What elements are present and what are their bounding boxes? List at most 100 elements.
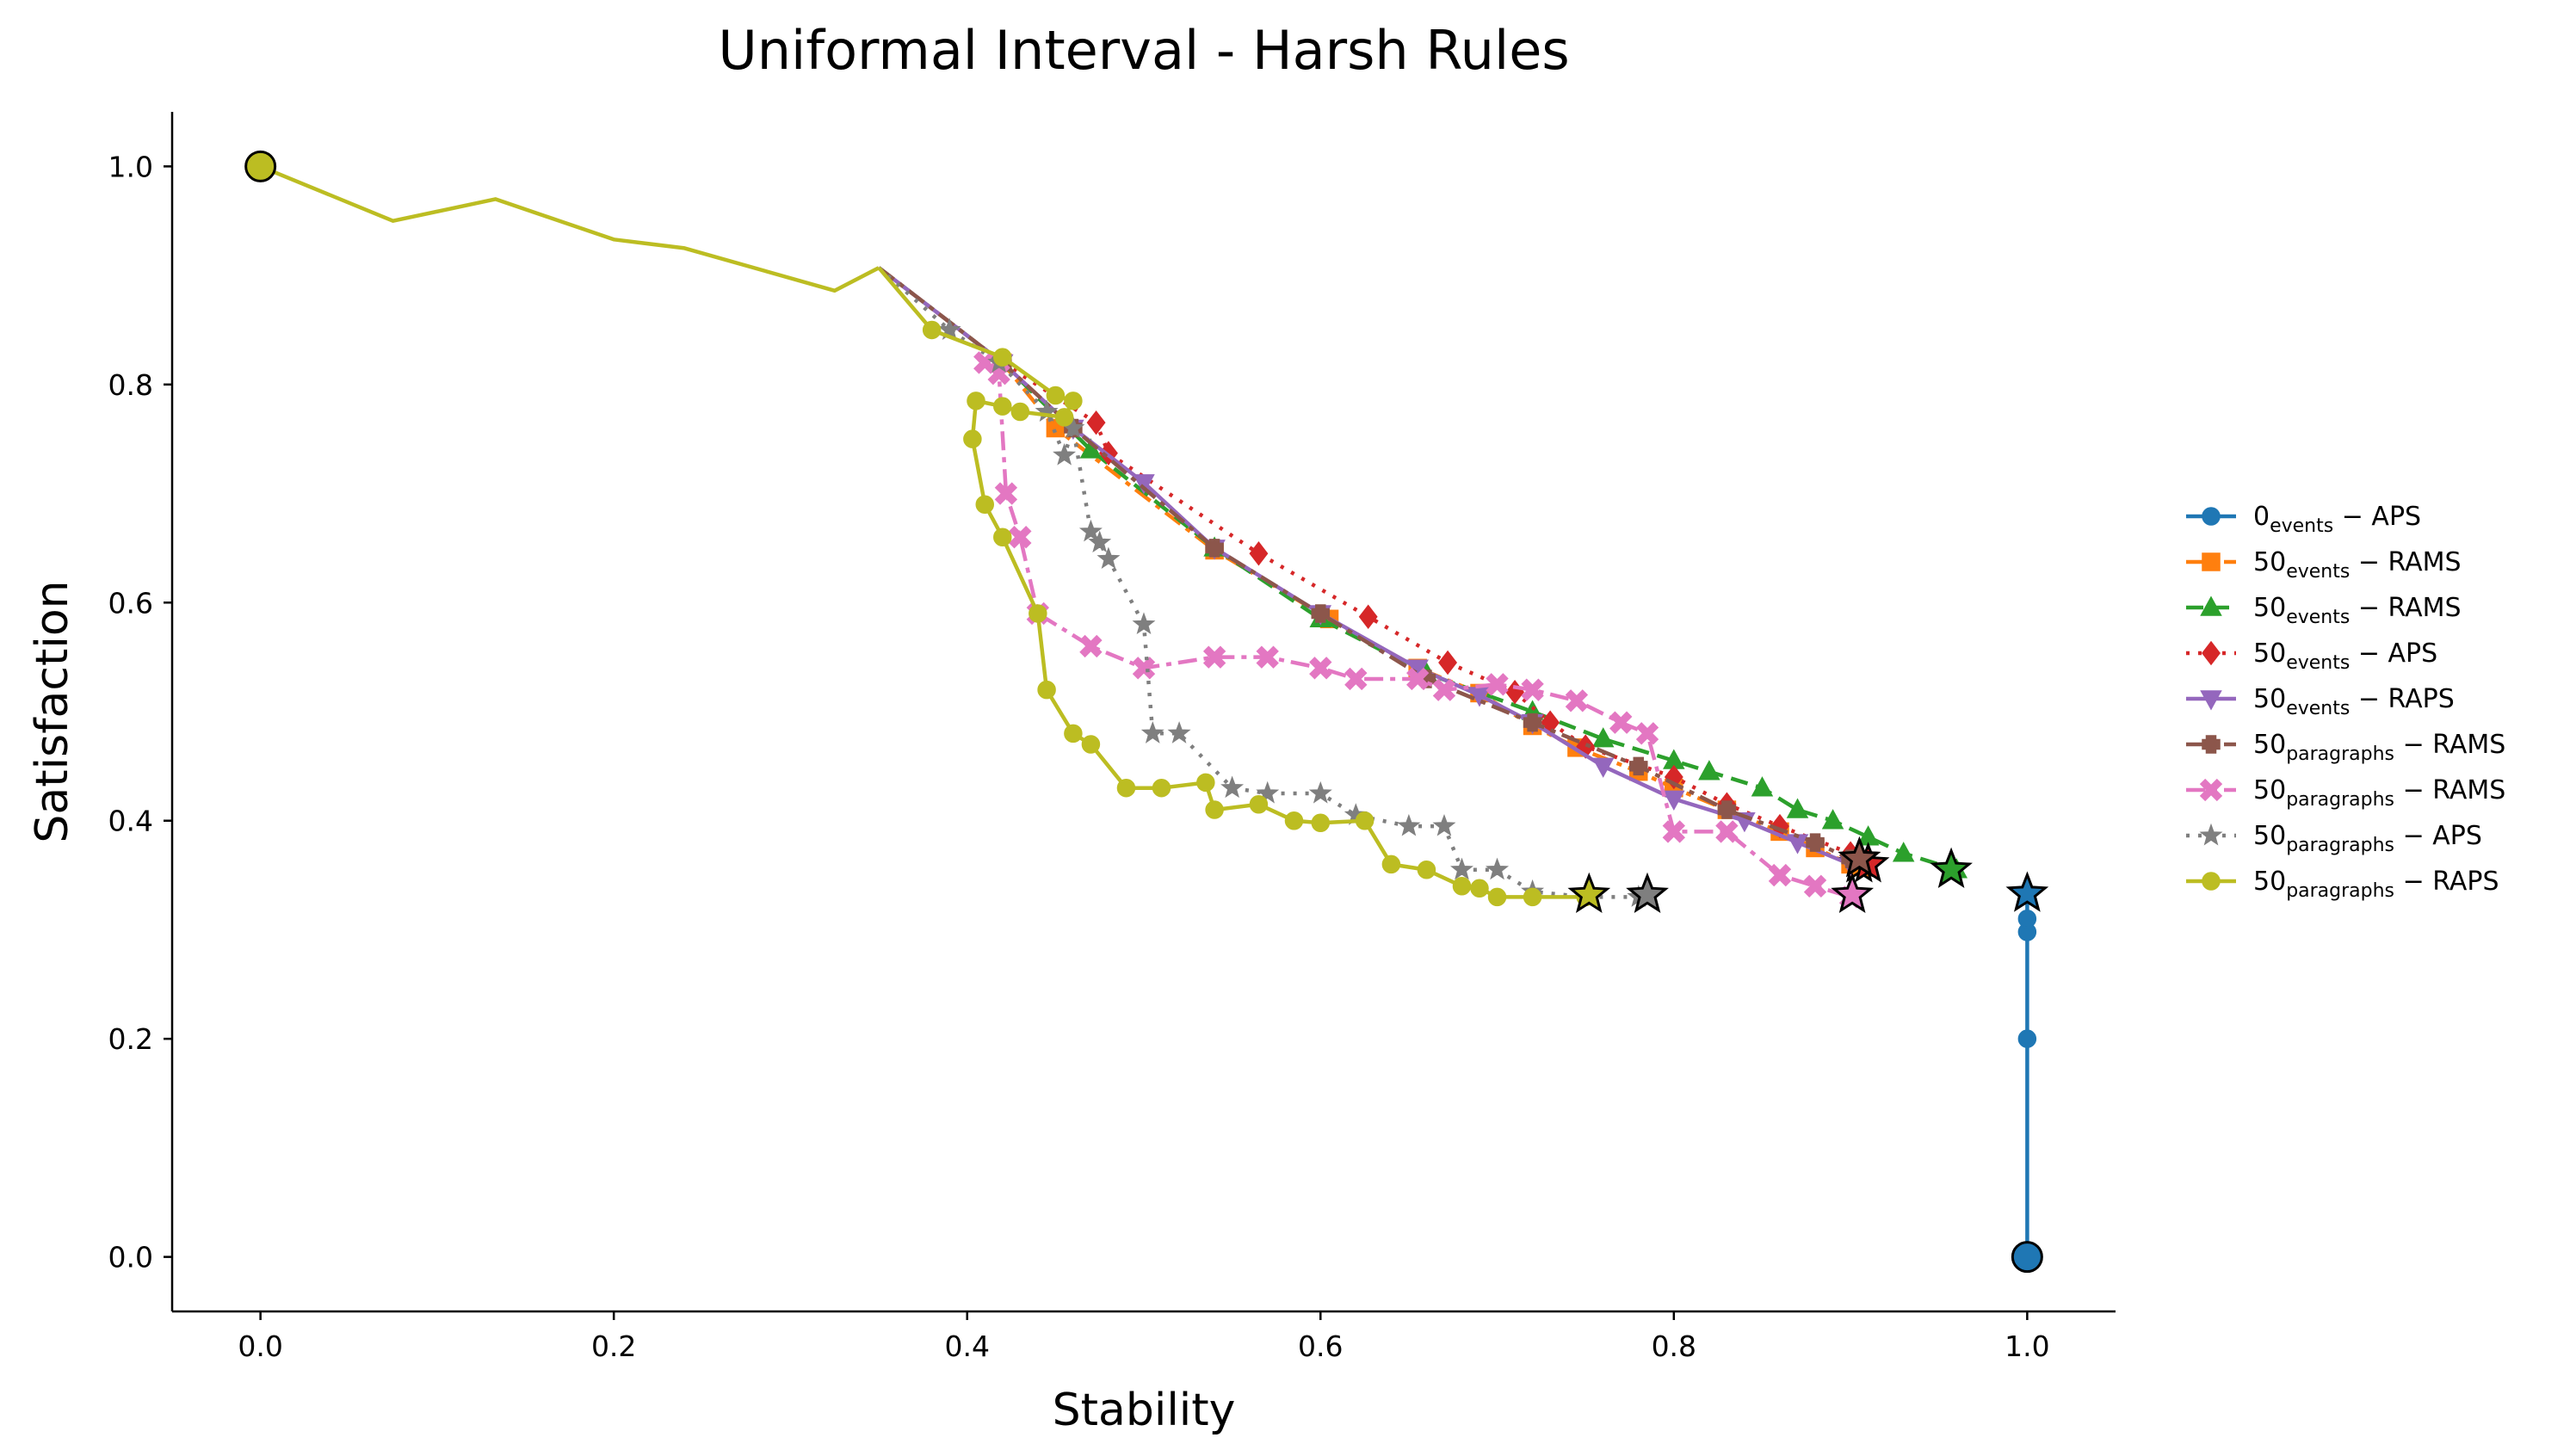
x-ticks: 0.0 0.2 0.4 0.6 0.8 1.0 [238, 1311, 2050, 1363]
x-tick-label: 0.6 [1298, 1330, 1343, 1363]
data-point [1486, 857, 1510, 880]
data-point [1717, 800, 1737, 819]
data-point [1768, 863, 1792, 887]
legend-label: 50events − RAPS [2253, 684, 2455, 719]
data-point [963, 429, 982, 448]
end-star-marker [1567, 872, 1611, 914]
data-point [1009, 526, 1032, 549]
y-tick-label: 0.2 [108, 1022, 153, 1056]
data-point [1609, 711, 1633, 734]
x-tick-label: 0.0 [238, 1330, 282, 1363]
data-point [1438, 650, 1458, 676]
series-line [877, 266, 1957, 872]
axes: 0.0 0.2 0.4 0.6 0.8 1.0 0.0 0.2 0.4 0.6 0.8 1.0 [108, 112, 2116, 1363]
legend-label: 50paragraphs − APS [2253, 821, 2482, 856]
data-point [975, 495, 995, 514]
legend-label: 50paragraphs − RAMS [2253, 730, 2505, 765]
data-point [1698, 760, 1720, 780]
data-point [1806, 833, 1825, 852]
end-star-marker [1930, 847, 1973, 888]
legend-item: 50paragraphs − RAMS [2186, 730, 2505, 765]
legend-label: 0events − APS [2253, 502, 2421, 537]
data-point [1096, 546, 1121, 570]
data-point [1405, 667, 1430, 691]
data-point [1505, 679, 1525, 705]
series-line [877, 266, 1639, 899]
legend-marker [2202, 507, 2221, 526]
end-star-marker [1838, 836, 1881, 878]
data-point [1311, 604, 1331, 623]
legend-label: 50events − RAMS [2253, 547, 2462, 583]
data-point [1249, 541, 1269, 566]
x-tick-label: 0.8 [1652, 1330, 1696, 1363]
legend-item: 50events − RAMS [2186, 547, 2462, 583]
y-tick-label: 0.4 [108, 805, 153, 838]
y-ticks: 0.0 0.2 0.4 0.6 0.8 1.0 [108, 150, 172, 1274]
data-point [937, 318, 961, 340]
legend-marker [2202, 640, 2221, 666]
legend-item: 50events − RAPS [2186, 684, 2455, 719]
legend-marker [2200, 690, 2222, 711]
data-point [1635, 722, 1659, 745]
start-circle-marker [244, 150, 277, 182]
data-point [1565, 689, 1589, 713]
x-axis-label: Stability [1053, 1385, 1236, 1436]
data-point [1309, 657, 1332, 680]
data-point [1591, 757, 1615, 778]
data-point [1010, 402, 1030, 422]
data-point [1152, 778, 1171, 798]
data-point [1629, 756, 1648, 776]
data-point [1450, 857, 1473, 880]
data-point [1663, 790, 1685, 811]
series-8 [877, 266, 1611, 914]
legend-item: 50paragraphs − RAMS [2186, 775, 2505, 811]
data-point [1037, 680, 1056, 700]
legend-item: 50events − RAMS [2186, 593, 2462, 628]
data-point [1140, 721, 1164, 743]
data-point [1079, 634, 1103, 658]
legend-label: 50events − RAMS [2253, 593, 2462, 628]
start-circle-marker [2011, 1241, 2043, 1274]
data-point [1284, 811, 1304, 830]
data-point [1308, 780, 1332, 804]
y-tick-label: 1.0 [108, 150, 153, 183]
data-point [1786, 798, 1809, 818]
data-point [1821, 809, 1844, 830]
x-tick-label: 0.4 [944, 1330, 989, 1363]
data-point [1662, 820, 1686, 843]
y-tick-label: 0.6 [108, 586, 153, 620]
legend-marker [2202, 735, 2221, 754]
data-point [1133, 474, 1155, 495]
data-point [922, 320, 942, 340]
legend-item: 50events − APS [2186, 639, 2437, 674]
series-0 [2005, 871, 2049, 1274]
legend-label: 50paragraphs − RAMS [2253, 775, 2505, 811]
common-path [244, 150, 880, 293]
data-point [1205, 800, 1224, 819]
data-point [1591, 727, 1615, 748]
data-point [1470, 879, 1489, 898]
data-point [1053, 443, 1077, 466]
plot-area [244, 150, 2049, 1274]
data-point [1078, 519, 1103, 542]
data-point [2017, 910, 2037, 929]
legend-marker [2202, 872, 2221, 891]
data-point [1046, 386, 1066, 405]
data-point [1086, 410, 1106, 435]
y-axis-label: Satisfaction [27, 580, 78, 842]
data-point [1054, 408, 1074, 427]
data-point [1397, 813, 1421, 836]
data-point [1381, 854, 1401, 874]
data-point [1751, 776, 1774, 797]
data-point [1358, 604, 1378, 629]
data-point [1521, 678, 1544, 701]
end-star-marker [1626, 872, 1669, 914]
data-point [1256, 645, 1279, 669]
x-tick-label: 0.2 [591, 1330, 636, 1363]
data-point [1196, 773, 1215, 793]
data-point [993, 527, 1012, 546]
data-point [1432, 813, 1456, 836]
data-point [1132, 612, 1156, 635]
series-1 [877, 266, 1881, 883]
